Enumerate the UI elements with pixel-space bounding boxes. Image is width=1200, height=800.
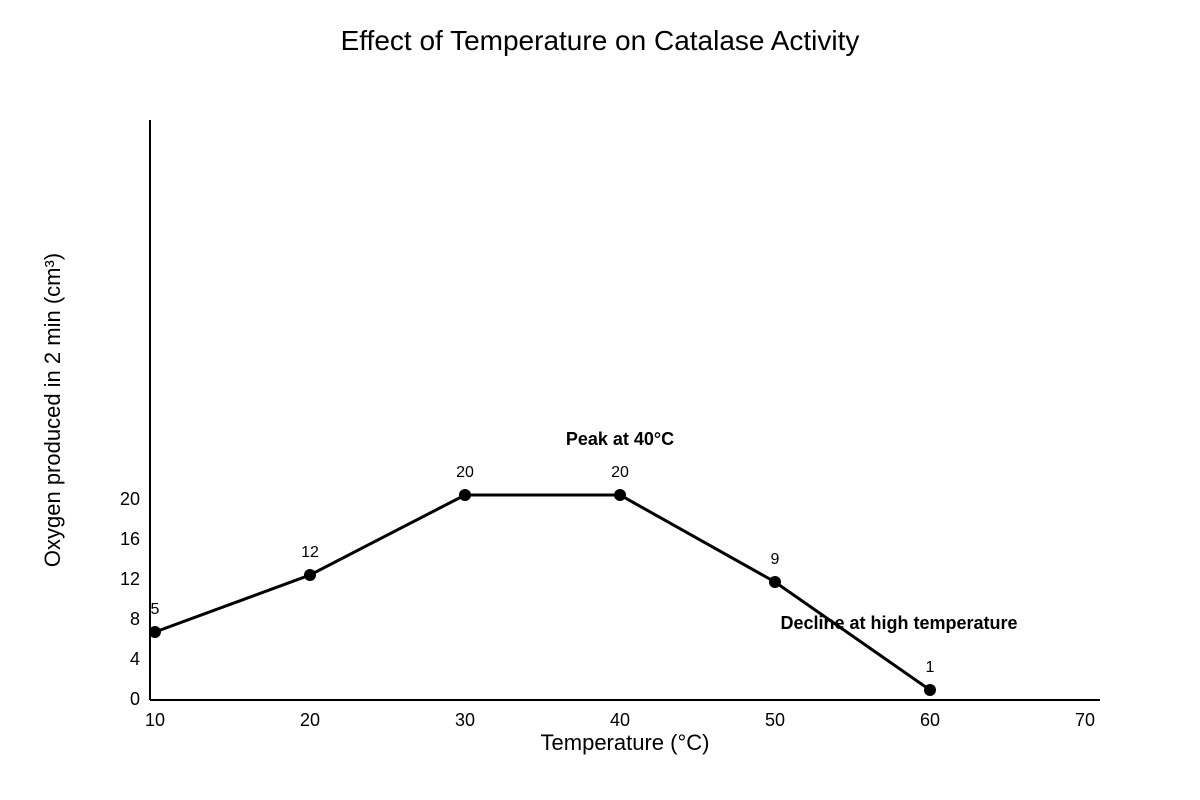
- data-point: [149, 626, 161, 638]
- x-tick-labels: 10 20 30 40 50 60 70: [145, 710, 1095, 730]
- data-label: 12: [301, 544, 319, 561]
- x-tick-label: 60: [920, 710, 940, 730]
- y-tick-labels: 0 4 8 12 16 20: [120, 489, 140, 709]
- annotation: Peak at 40°C: [566, 429, 674, 449]
- data-label: 1: [926, 659, 935, 676]
- x-tick-label: 30: [455, 710, 475, 730]
- x-tick-label: 50: [765, 710, 785, 730]
- x-tick-label: 40: [610, 710, 630, 730]
- y-axis-label: Oxygen produced in 2 min (cm³): [40, 253, 65, 567]
- y-tick-label: 20: [120, 489, 140, 509]
- data-label: 20: [611, 464, 629, 481]
- data-point: [924, 684, 936, 696]
- x-tick-label: 70: [1075, 710, 1095, 730]
- y-tick-label: 0: [130, 689, 140, 709]
- y-tick-label: 4: [130, 649, 140, 669]
- series-line: [154, 493, 931, 692]
- series-group: 5 12 20 20 9 1: [149, 464, 936, 696]
- y-tick-label: 12: [120, 569, 140, 589]
- y-tick-label: 16: [120, 529, 140, 549]
- data-label: 5: [151, 601, 160, 618]
- data-point: [459, 489, 471, 501]
- data-label: 9: [771, 551, 780, 568]
- x-tick-label: 10: [145, 710, 165, 730]
- data-point: [769, 576, 781, 588]
- x-axis-label: Temperature (°C): [541, 730, 710, 755]
- y-tick-label: 8: [130, 609, 140, 629]
- annotation: Decline at high temperature: [780, 613, 1017, 633]
- chart-title: Effect of Temperature on Catalase Activi…: [341, 25, 860, 56]
- x-tick-label: 20: [300, 710, 320, 730]
- data-point: [304, 569, 316, 581]
- data-label: 20: [456, 464, 474, 481]
- data-point: [614, 489, 626, 501]
- annotations-group: Peak at 40°C Decline at high temperature: [566, 429, 1018, 633]
